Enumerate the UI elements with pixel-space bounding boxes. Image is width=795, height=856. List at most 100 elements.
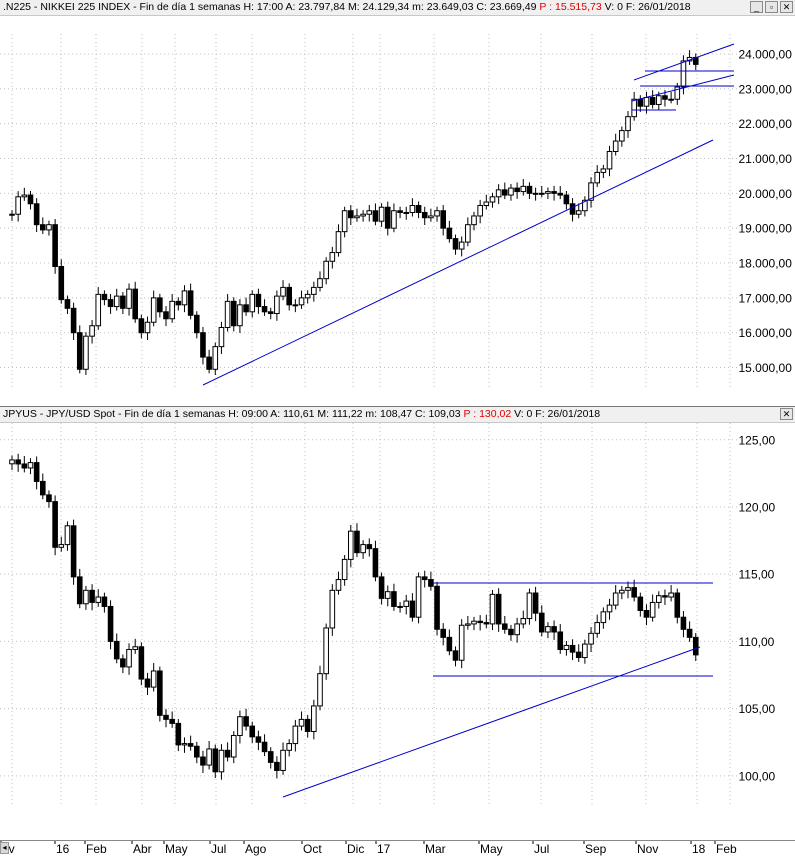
jpyusd-candle <box>329 584 336 636</box>
jpyusd-candle-body <box>181 743 188 746</box>
x-axis-label: 17 <box>377 842 391 856</box>
jpyusd-candle-body <box>458 624 465 661</box>
jpyusd-candle-body <box>397 605 403 608</box>
nikkei-candle-body <box>532 192 539 195</box>
nikkei-candle-body <box>631 98 637 118</box>
jpyusd-candle <box>378 572 385 605</box>
nikkei-candle-body <box>514 187 520 193</box>
nikkei-candle-body <box>391 210 397 229</box>
nikkei-candle <box>323 257 329 285</box>
jpyusd-candle <box>625 581 631 599</box>
jpyusd-candle <box>230 731 237 764</box>
jpyusd-candle-body <box>662 595 668 598</box>
close-button-lower[interactable]: ✕ <box>780 408 793 420</box>
nikkei-candle <box>372 203 379 226</box>
jpyusd-candle <box>58 536 65 552</box>
nikkei-candle <box>612 133 619 156</box>
jpyusd-candle-body <box>502 623 508 630</box>
jpyusd-candle-body <box>483 622 490 625</box>
jpyusd-candle <box>237 710 243 744</box>
nikkei-candle-body <box>169 300 175 320</box>
close-button[interactable]: ✕ <box>780 1 793 13</box>
jpyusd-candle-body <box>440 628 446 638</box>
jpyusd-candle-body <box>150 670 157 688</box>
nikkei-candle-body <box>267 311 274 315</box>
nikkei-candle <box>329 246 336 269</box>
jpyusd-candle-body <box>637 596 644 611</box>
jpyusd-candle-body <box>631 587 637 598</box>
jpyusd-y-tick-label: 110,00 <box>739 635 775 649</box>
jpyusd-candle-body <box>280 749 286 771</box>
jpyusd-candle <box>656 591 662 609</box>
jpyusd-candle <box>212 744 219 778</box>
nikkei-candle <box>360 210 366 222</box>
nikkei-candle-body <box>280 286 286 297</box>
nikkei-candle-body <box>662 95 668 100</box>
jpyusd-candle-body <box>243 716 249 727</box>
jpyusd-candle <box>120 654 126 674</box>
nikkei-candle <box>27 191 34 210</box>
nikkei-candle <box>508 184 514 201</box>
jpyusd-candle <box>163 709 169 728</box>
nikkei-candle <box>403 206 410 220</box>
nikkei-candle <box>378 203 385 227</box>
nikkei-trendline-0 <box>202 139 714 386</box>
nikkei-candle <box>575 203 582 219</box>
nikkei-candle-body <box>348 210 354 219</box>
nikkei-chart-panel[interactable]: 15.000,00 16.000,00 17.000,00 18.000,00 19.0… <box>0 0 795 407</box>
jpyusd-candle-body <box>582 643 588 659</box>
nikkei-candle-body <box>329 252 336 262</box>
nikkei-candle <box>619 126 625 147</box>
jpyusd-candle <box>46 490 52 508</box>
nikkei-candle <box>194 311 200 339</box>
jpyusd-candle <box>409 593 416 622</box>
jpyusd-candle-body <box>163 714 169 720</box>
jpyusd-candle <box>76 568 83 609</box>
nikkei-candle <box>656 91 662 111</box>
nikkei-candle-body <box>243 304 249 313</box>
jpyusd-candle <box>181 737 188 753</box>
jpyusd-candle-body <box>194 745 200 758</box>
x-axis-label: May <box>165 842 188 856</box>
jpyusd-candle <box>9 455 15 470</box>
nikkei-candle <box>545 187 551 199</box>
jpyusd-chart-panel[interactable]: 100,00 105,00 110,00 115,00 120,00 125,00 JPY… <box>0 407 795 840</box>
nikkei-candle-body <box>378 206 385 222</box>
jpyusd-candle <box>649 594 656 622</box>
jpyusd-candle-body <box>144 678 151 688</box>
nikkei-candle-body <box>440 210 446 229</box>
nikkei-candle-body <box>181 290 188 306</box>
nikkei-candle-body <box>175 300 182 306</box>
nikkei-candle <box>391 203 397 233</box>
x-axis-label: Nov <box>637 842 658 856</box>
nikkei-candle <box>446 220 453 243</box>
jpyusd-candle <box>514 617 520 643</box>
jpyusd-candle-body <box>686 628 693 638</box>
scroll-left-arrow-icon[interactable]: ◂ <box>0 842 9 854</box>
x-axis-label: Abr <box>133 842 152 856</box>
minimize-button[interactable]: _ <box>750 1 763 13</box>
nikkei-chart[interactable]: 15.000,00 16.000,00 17.000,00 18.000,00 19.0… <box>0 0 795 407</box>
nikkei-candle-body <box>113 295 120 308</box>
x-axis-label: Feb <box>716 842 737 856</box>
nikkei-candle <box>200 327 206 365</box>
nikkei-candle <box>354 208 360 222</box>
jpyusd-candle <box>526 588 533 625</box>
jpyusd-candle <box>64 521 71 551</box>
jpyusd-chart[interactable]: 100,00 105,00 110,00 115,00 120,00 125,00 <box>0 407 795 840</box>
nikkei-candle <box>415 201 422 219</box>
nikkei-header-suffix: V: 0 F: 26/01/2018 <box>601 1 691 13</box>
jpyusd-candle-body <box>157 670 163 716</box>
nikkei-candle <box>668 91 674 104</box>
nikkei-candle-body <box>138 318 145 334</box>
jpyusd-candle <box>33 456 40 490</box>
jpyusd-candle-body <box>526 592 533 620</box>
jpyusd-candle <box>224 742 231 762</box>
nikkei-candle-body <box>483 201 490 207</box>
jpyusd-y-tick-label: 105,00 <box>739 702 776 716</box>
maximize-button[interactable]: ▫ <box>765 1 778 13</box>
jpyusd-candle-body <box>95 596 102 603</box>
time-axis: ov16FebAbrMayJulAgoOctDic17MarMayJulSepN… <box>0 840 795 856</box>
nikkei-candle <box>428 208 434 222</box>
jpyusd-candle-body <box>206 748 212 766</box>
